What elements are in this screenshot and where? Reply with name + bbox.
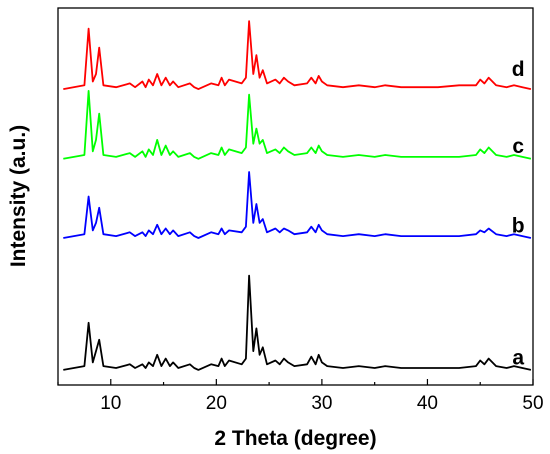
series-label-b: b [512,214,525,237]
x-tick-label-50: 50 [522,393,543,414]
y-axis-label: Intensity (a.u.) [7,125,30,267]
series-label-a: a [512,346,524,369]
series-label-d: d [512,58,525,81]
x-tick-label-30: 30 [311,393,332,414]
series-line-d [63,20,532,90]
x-tick-label-40: 40 [417,393,438,414]
series-label-c: c [512,135,524,158]
series-labels: a b c d [512,58,525,369]
plot-area [63,20,532,371]
x-tick-label-10: 10 [100,393,121,414]
x-axis: 10 20 30 40 50 [57,379,544,414]
plot-frame [57,7,534,386]
series-line-a [63,274,532,371]
x-axis-label: 2 Theta (degree) [214,427,376,450]
series-line-b [63,171,532,239]
series-line-c [63,90,532,160]
x-tick-label-20: 20 [206,393,227,414]
